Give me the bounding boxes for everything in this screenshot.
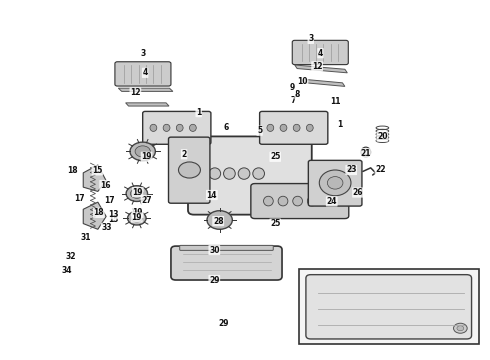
Text: 3: 3 — [140, 49, 146, 58]
FancyBboxPatch shape — [188, 136, 312, 215]
Text: 18: 18 — [94, 208, 104, 217]
Text: 17: 17 — [104, 196, 115, 205]
Ellipse shape — [364, 150, 368, 155]
Text: 1: 1 — [338, 120, 343, 129]
Text: 19: 19 — [141, 152, 152, 161]
FancyBboxPatch shape — [143, 111, 211, 144]
Text: 1: 1 — [196, 108, 201, 117]
Text: 25: 25 — [270, 219, 280, 228]
Text: 34: 34 — [61, 266, 72, 275]
Text: 21: 21 — [361, 149, 371, 158]
Ellipse shape — [457, 326, 464, 331]
Text: 23: 23 — [346, 166, 356, 175]
Text: 15: 15 — [92, 166, 102, 175]
Ellipse shape — [176, 124, 183, 131]
Text: 20: 20 — [377, 132, 388, 141]
Text: 10: 10 — [297, 77, 308, 86]
Polygon shape — [125, 103, 169, 106]
FancyBboxPatch shape — [180, 246, 273, 250]
Ellipse shape — [190, 124, 196, 131]
Ellipse shape — [454, 323, 467, 333]
Text: 25: 25 — [270, 152, 280, 161]
Text: 17: 17 — [74, 194, 85, 203]
Text: 9: 9 — [290, 83, 295, 92]
Text: 26: 26 — [353, 188, 363, 197]
Text: 14: 14 — [207, 190, 217, 199]
Text: 3: 3 — [308, 35, 314, 44]
Text: 8: 8 — [295, 90, 300, 99]
Text: 13: 13 — [108, 210, 119, 219]
Ellipse shape — [238, 168, 250, 179]
FancyBboxPatch shape — [251, 184, 349, 219]
Text: 19: 19 — [133, 208, 143, 217]
Text: 28: 28 — [213, 217, 223, 226]
Text: 24: 24 — [326, 197, 337, 206]
Text: 19: 19 — [133, 188, 143, 197]
FancyBboxPatch shape — [171, 246, 282, 280]
FancyBboxPatch shape — [115, 62, 171, 86]
Text: 4: 4 — [143, 68, 148, 77]
Ellipse shape — [293, 196, 302, 206]
Ellipse shape — [207, 211, 232, 229]
Text: 11: 11 — [330, 97, 341, 106]
Ellipse shape — [150, 124, 157, 131]
FancyBboxPatch shape — [308, 160, 362, 206]
Polygon shape — [83, 202, 106, 229]
Text: 12: 12 — [130, 88, 141, 97]
Ellipse shape — [163, 124, 170, 131]
Ellipse shape — [306, 124, 313, 131]
Ellipse shape — [131, 214, 143, 222]
Ellipse shape — [178, 162, 200, 178]
Ellipse shape — [361, 147, 371, 157]
Text: 29: 29 — [219, 319, 229, 328]
Ellipse shape — [319, 170, 351, 196]
FancyBboxPatch shape — [292, 40, 348, 64]
Ellipse shape — [267, 124, 274, 131]
Ellipse shape — [126, 186, 147, 202]
Text: 16: 16 — [100, 180, 110, 189]
Polygon shape — [303, 79, 345, 86]
Ellipse shape — [135, 146, 150, 157]
Ellipse shape — [307, 196, 317, 206]
Ellipse shape — [280, 124, 287, 131]
Ellipse shape — [253, 168, 265, 179]
Text: 15: 15 — [108, 215, 119, 224]
Ellipse shape — [327, 177, 343, 189]
FancyBboxPatch shape — [169, 137, 210, 203]
FancyBboxPatch shape — [306, 275, 471, 339]
Polygon shape — [83, 165, 106, 192]
Ellipse shape — [127, 211, 146, 225]
Text: 33: 33 — [101, 223, 112, 232]
Text: 7: 7 — [290, 96, 295, 105]
Text: 30: 30 — [209, 246, 220, 255]
Text: 5: 5 — [257, 126, 262, 135]
Ellipse shape — [130, 189, 143, 198]
Ellipse shape — [130, 142, 155, 161]
Ellipse shape — [223, 168, 235, 179]
Text: 27: 27 — [141, 195, 152, 204]
Ellipse shape — [278, 196, 288, 206]
Text: 19: 19 — [132, 213, 142, 222]
Bar — [298, 269, 479, 344]
Text: 4: 4 — [318, 49, 323, 58]
Text: 22: 22 — [375, 165, 386, 174]
Text: 6: 6 — [224, 123, 229, 132]
Text: 31: 31 — [81, 233, 92, 242]
Ellipse shape — [209, 168, 221, 179]
Text: 29: 29 — [209, 275, 220, 284]
Ellipse shape — [293, 124, 300, 131]
Text: 32: 32 — [66, 252, 76, 261]
Text: 2: 2 — [181, 150, 187, 159]
FancyBboxPatch shape — [260, 111, 328, 144]
Text: 18: 18 — [67, 166, 77, 175]
Ellipse shape — [264, 196, 273, 206]
Ellipse shape — [322, 196, 332, 206]
Polygon shape — [294, 65, 347, 73]
Text: 12: 12 — [312, 62, 322, 71]
Polygon shape — [118, 88, 173, 91]
